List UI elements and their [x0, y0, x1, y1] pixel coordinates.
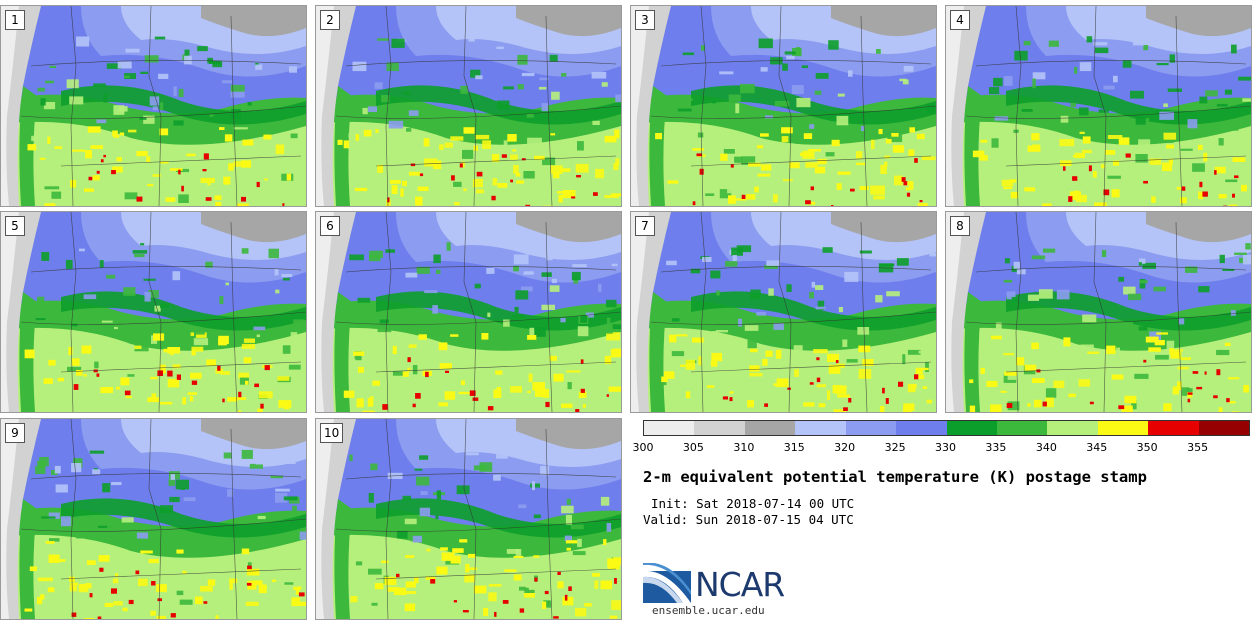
valid-time: Valid: Sun 2018-07-15 04 UTC	[643, 512, 854, 527]
member-panel: 10	[315, 418, 622, 620]
logo-url: ensemble.ucar.edu	[652, 604, 765, 617]
colorbar-tick-label: 305	[683, 441, 704, 454]
member-number-label: 8	[950, 216, 970, 236]
member-panel: 4	[945, 5, 1252, 207]
member-panel: 5	[0, 211, 307, 413]
init-time: Init: Sat 2018-07-14 00 UTC	[651, 496, 854, 511]
colorbar-segment	[644, 421, 694, 435]
colorbar-tick-label: 330	[935, 441, 956, 454]
colorbar-segment	[896, 421, 946, 435]
colorbar-segment	[795, 421, 845, 435]
colorbar-tick-label: 300	[633, 441, 654, 454]
colorbar-segment	[1199, 421, 1249, 435]
member-number-label: 4	[950, 10, 970, 30]
colorbar-segment	[694, 421, 744, 435]
member-panel: 9	[0, 418, 307, 620]
member-number-label: 10	[320, 423, 343, 443]
colorbar-segment	[846, 421, 896, 435]
colorbar-tick-label: 325	[885, 441, 906, 454]
colorbar-tick-label: 320	[834, 441, 855, 454]
member-panel: 3	[630, 5, 937, 207]
colorbar-tick-label: 335	[985, 441, 1006, 454]
member-panel: 1	[0, 5, 307, 207]
colorbar-segment	[947, 421, 997, 435]
colorbar	[643, 420, 1250, 436]
colorbar-tick-label: 350	[1137, 441, 1158, 454]
ncar-logo-icon	[643, 563, 691, 603]
member-number-label: 3	[635, 10, 655, 30]
colorbar-segment	[997, 421, 1047, 435]
member-panel: 2	[315, 5, 622, 207]
colorbar-tick-label: 310	[733, 441, 754, 454]
colorbar-segment	[745, 421, 795, 435]
colorbar-segment	[1098, 421, 1148, 435]
member-number-label: 1	[5, 10, 25, 30]
colorbar-tick-label: 315	[784, 441, 805, 454]
member-panel: 6	[315, 211, 622, 413]
member-number-label: 6	[320, 216, 340, 236]
colorbar-segment	[1148, 421, 1198, 435]
member-number-label: 9	[5, 423, 25, 443]
figure-title: 2-m equivalent potential temperature (K)…	[643, 468, 1147, 486]
colorbar-tick-label: 340	[1036, 441, 1057, 454]
ncar-logo-text: NCAR	[695, 567, 784, 603]
member-panel: 8	[945, 211, 1252, 413]
colorbar-tick-label: 345	[1086, 441, 1107, 454]
member-number-label: 5	[5, 216, 25, 236]
colorbar-tick-label: 355	[1187, 441, 1208, 454]
member-number-label: 2	[320, 10, 340, 30]
member-panel: 7	[630, 211, 937, 413]
member-number-label: 7	[635, 216, 655, 236]
colorbar-segment	[1047, 421, 1097, 435]
